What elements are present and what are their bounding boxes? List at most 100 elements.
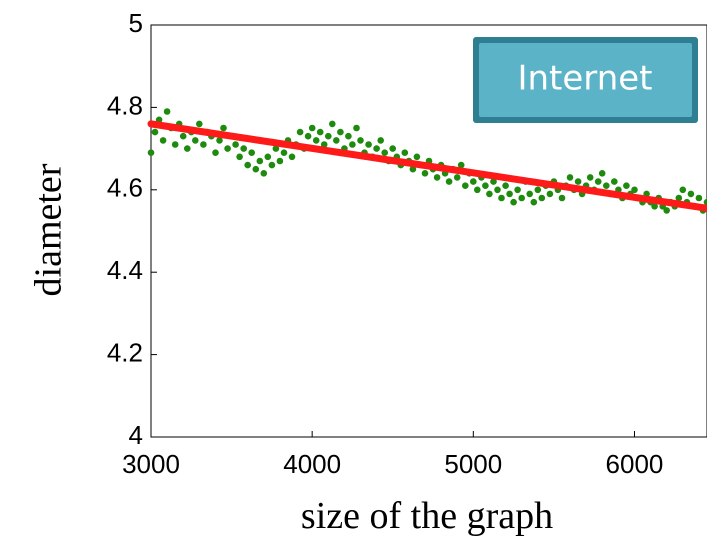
data-point [631,186,638,194]
data-point [320,141,328,148]
data-point [264,153,272,161]
data-point [248,149,255,156]
data-point [603,182,610,189]
y-tick-label: 4.2 [107,337,143,367]
data-point [260,170,268,177]
data-point [308,124,316,132]
data-point [196,120,203,128]
data-point [389,145,397,152]
data-point [377,137,385,144]
data-point [345,132,352,140]
legend-label: Internet [517,59,652,99]
data-point [333,137,340,144]
data-point [288,153,296,161]
data-point [490,178,497,185]
data-point [236,153,243,161]
data-point [272,145,280,152]
x-tick-label: 4000 [283,449,341,479]
data-point [212,149,219,156]
x-tick-label: 6000 [606,449,664,479]
data-point [538,194,546,202]
data-point [232,141,239,148]
data-point [651,203,658,210]
data-point [558,194,566,202]
data-point [337,128,344,136]
data-point [574,178,582,185]
x-axis-title: size of the graph [301,495,553,537]
data-point [216,137,223,144]
data-point [510,198,517,206]
data-point [498,194,505,202]
data-point [381,149,389,156]
y-axis-title: diameter [28,163,70,296]
data-point [594,178,602,185]
data-point [530,198,538,206]
data-point [421,170,429,177]
legend: Internet [473,37,698,123]
y-tick-label: 4.8 [107,90,143,120]
legend-inner [479,43,692,117]
data-point [268,161,276,169]
data-point [413,153,421,161]
data-point [357,137,364,144]
data-point [256,157,264,165]
data-point [453,174,461,181]
data-point [518,194,525,202]
data-point [151,128,159,136]
data-point [312,137,320,144]
data-point [171,141,179,148]
data-point [244,161,251,169]
data-point [457,161,465,169]
data-point [304,132,312,140]
data-point [494,186,501,194]
data-point [586,174,594,181]
data-point [506,190,513,198]
x-tick-label: 3000 [122,449,180,479]
data-point [462,182,469,189]
data-point [433,174,441,181]
data-point [695,194,703,202]
data-point [159,137,167,144]
data-point [280,149,288,156]
data-point [482,182,489,189]
data-point [401,149,409,156]
data-point [147,149,155,156]
y-tick-label: 4 [129,420,143,450]
y-tick-label: 5 [129,8,143,38]
data-point [296,128,304,136]
y-axis-ticks: 4 4.2 4.4 4.6 4.8 5 [107,8,157,450]
fit-layer [147,120,707,212]
data-point [373,145,380,152]
data-point [163,108,171,115]
data-point [526,190,533,198]
data-point [200,141,207,148]
data-point [179,132,187,140]
data-point [675,194,683,202]
fit-line [147,120,707,212]
y-tick-label: 4.6 [107,173,143,203]
x-tick-label: 5000 [444,449,502,479]
data-point [192,137,199,144]
data-point [703,198,707,206]
data-point [514,186,521,194]
data-point [240,145,247,152]
data-point [316,128,324,136]
data-point [598,170,606,177]
data-point [325,132,332,140]
data-point [365,141,372,148]
y-tick-label: 4.4 [107,255,143,285]
data-point [252,165,260,173]
data-point [502,182,509,189]
data-point [474,186,481,194]
data-point [566,174,574,181]
data-point [663,207,670,214]
data-point [329,120,336,128]
data-point [349,141,356,148]
data-point [611,178,618,185]
data-point [486,190,493,198]
data-point [353,124,360,132]
data-point [224,145,231,152]
data-point [546,190,554,198]
data-point [184,145,191,152]
